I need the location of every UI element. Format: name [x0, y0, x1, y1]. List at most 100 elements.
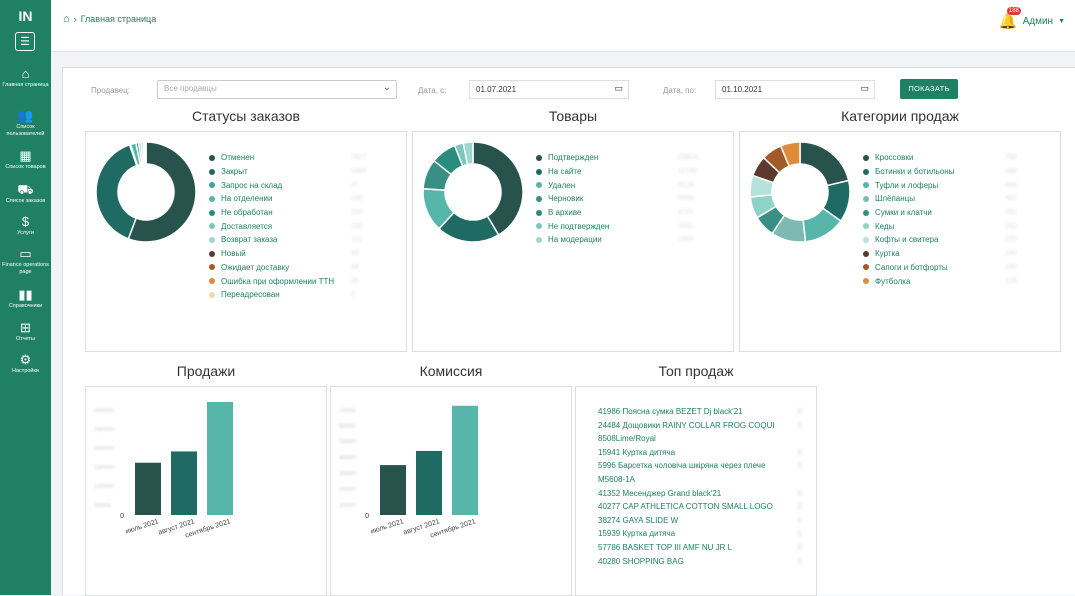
- bar[interactable]: [416, 451, 442, 515]
- bar[interactable]: [380, 465, 406, 515]
- sidebar-item-products[interactable]: ▦ Список товаров: [0, 148, 51, 171]
- date-from-input[interactable]: 01.07.2021 ▭: [469, 80, 629, 99]
- show-button[interactable]: ПОКАЗАТЬ: [900, 79, 958, 99]
- donut-slice[interactable]: [800, 142, 849, 186]
- seller-select[interactable]: Все продавцы ⌄: [157, 80, 397, 99]
- legend-dot: [209, 292, 215, 298]
- sidebar-item-finance[interactable]: ▭ Finance operations page: [0, 246, 51, 276]
- money-icon: ▭: [0, 246, 51, 261]
- bar[interactable]: [452, 406, 478, 515]
- legend-value: 8128: [678, 182, 694, 189]
- legend-label: Черновик: [548, 194, 678, 203]
- breadcrumb-home-link[interactable]: Главная страница: [81, 14, 157, 24]
- legend-dot: [209, 237, 215, 243]
- sidebar-item-services[interactable]: $ Услуги: [0, 214, 51, 237]
- commission-title: Комиссия: [330, 363, 572, 379]
- sidebar-item-directories[interactable]: ▮▮ Справочники: [0, 287, 51, 310]
- sidebar-item-settings[interactable]: ⚙ Настройки: [0, 352, 51, 375]
- sidebar-item-users[interactable]: 👥 Список пользователей: [0, 108, 51, 138]
- sidebar-item-reports[interactable]: ⊞ Отчеты: [0, 320, 51, 343]
- user-menu[interactable]: 🔔188 Админ ▼: [999, 12, 1065, 30]
- legend-dot: [209, 155, 215, 161]
- logo[interactable]: IN: [0, 8, 51, 24]
- y-tick-label: 250000: [94, 427, 115, 433]
- legend-value: 484: [1005, 182, 1017, 189]
- sidebar-item-label: Главная страница: [2, 82, 48, 88]
- legend-dot: [209, 210, 215, 216]
- legend-label: Отменен: [221, 153, 351, 162]
- legend-dot: [863, 210, 869, 216]
- date-to-input[interactable]: 01.10.2021 ▭: [715, 80, 875, 99]
- legend-label: Подтвержден: [548, 153, 678, 162]
- calendar-icon[interactable]: ▭: [860, 83, 869, 94]
- breadcrumb: ⌂ › Главная страница: [63, 13, 156, 25]
- top-sales-item-qty: 8: [798, 514, 802, 528]
- legend-label: Туфли и лоферы: [875, 181, 1005, 190]
- top-sales-item[interactable]: M5608-1A: [598, 473, 788, 487]
- legend-label: В архиве: [548, 208, 678, 217]
- top-sales-item[interactable]: 5996 Барсетка чоловіча шкіряна через пле…: [598, 459, 788, 473]
- top-sales-item[interactable]: 8508Lime/Royal: [598, 432, 788, 446]
- legend-value: 20: [351, 278, 359, 285]
- legend-value: 1641: [678, 223, 694, 230]
- sidebar-item-orders[interactable]: ⛟ Список заказов: [0, 182, 51, 205]
- user-name[interactable]: Админ: [1023, 16, 1054, 27]
- bell-icon[interactable]: 🔔188: [999, 12, 1018, 30]
- legend-dot: [863, 264, 869, 270]
- home-icon: ⌂: [0, 66, 51, 81]
- menu-toggle-button[interactable]: ☰: [15, 32, 35, 51]
- legend-dot: [209, 223, 215, 229]
- seller-label: Продавец:: [91, 86, 130, 95]
- home-icon[interactable]: ⌂: [63, 13, 70, 25]
- sidebar-item-home[interactable]: ⌂ Главная страница: [0, 66, 51, 89]
- legend-label: Кофты и свитера: [875, 235, 1005, 244]
- bar[interactable]: [207, 402, 233, 515]
- donut-slice[interactable]: [96, 145, 137, 239]
- calendar-icon[interactable]: ▭: [614, 83, 623, 94]
- legend-label: Удален: [548, 181, 678, 190]
- bar[interactable]: [135, 463, 161, 515]
- bar[interactable]: [171, 451, 197, 515]
- legend-dot: [536, 237, 542, 243]
